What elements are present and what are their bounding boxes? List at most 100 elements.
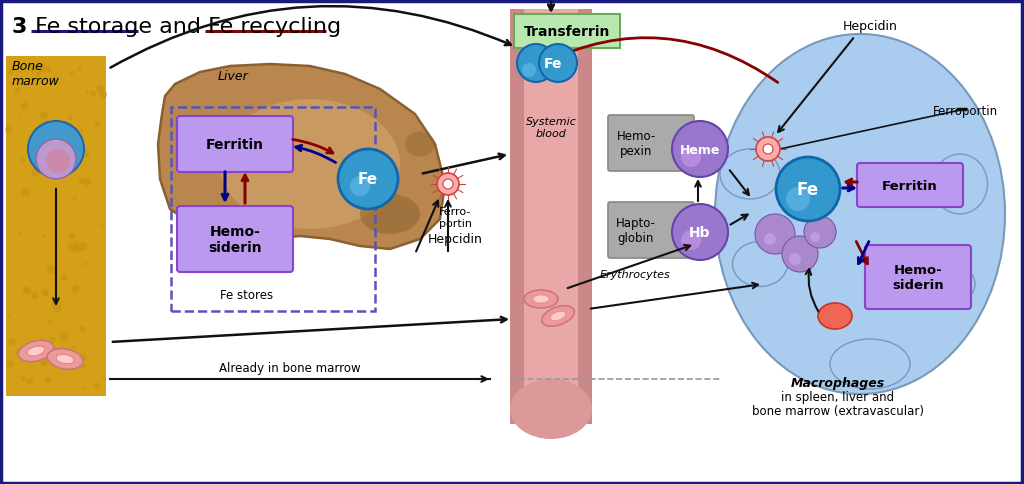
Circle shape [80, 129, 83, 132]
Text: Already in bone marrow: Already in bone marrow [219, 361, 360, 374]
Circle shape [75, 242, 79, 245]
Circle shape [672, 122, 728, 178]
Circle shape [61, 346, 65, 349]
Text: Ferritin: Ferritin [882, 179, 938, 192]
Text: Fe: Fe [797, 181, 819, 198]
Circle shape [40, 359, 48, 366]
FancyBboxPatch shape [510, 10, 592, 424]
Circle shape [437, 174, 459, 196]
Ellipse shape [550, 312, 565, 321]
FancyBboxPatch shape [6, 57, 106, 396]
Circle shape [57, 246, 59, 248]
Ellipse shape [406, 132, 435, 157]
Text: 3: 3 [12, 17, 28, 37]
Ellipse shape [720, 150, 780, 199]
Circle shape [522, 64, 536, 78]
Text: Fe stores: Fe stores [220, 288, 273, 302]
Text: Transferrin: Transferrin [524, 25, 610, 39]
Circle shape [22, 377, 27, 382]
Ellipse shape [534, 295, 549, 303]
Text: Ferritin: Ferritin [206, 138, 264, 151]
Ellipse shape [220, 100, 400, 229]
Circle shape [8, 316, 11, 318]
Circle shape [70, 358, 80, 367]
Circle shape [14, 89, 20, 94]
Text: Erythrocytes: Erythrocytes [600, 270, 671, 279]
Circle shape [517, 45, 555, 83]
Circle shape [77, 67, 82, 72]
Circle shape [35, 132, 42, 139]
Text: Liver: Liver [218, 70, 249, 83]
Circle shape [47, 319, 52, 325]
Circle shape [45, 377, 51, 383]
Circle shape [99, 225, 102, 228]
Circle shape [36, 73, 41, 77]
Circle shape [57, 354, 65, 362]
FancyBboxPatch shape [857, 164, 963, 208]
Circle shape [776, 158, 840, 222]
Circle shape [90, 91, 96, 98]
Circle shape [29, 207, 31, 210]
Circle shape [756, 138, 780, 162]
Circle shape [52, 76, 58, 83]
Circle shape [70, 72, 74, 76]
Circle shape [7, 70, 13, 76]
Circle shape [89, 315, 91, 317]
Text: Fe: Fe [358, 172, 378, 187]
Circle shape [681, 148, 701, 167]
Text: Hb: Hb [689, 226, 711, 240]
FancyBboxPatch shape [177, 207, 293, 272]
Circle shape [27, 378, 34, 385]
Circle shape [71, 285, 80, 294]
Ellipse shape [715, 35, 1005, 394]
Circle shape [443, 180, 453, 190]
Circle shape [39, 112, 48, 120]
Circle shape [96, 86, 104, 93]
Circle shape [38, 64, 47, 73]
Circle shape [32, 292, 39, 300]
Ellipse shape [510, 379, 592, 439]
Circle shape [43, 290, 49, 296]
Circle shape [62, 175, 66, 178]
Circle shape [94, 121, 100, 127]
Text: Bone
marrow: Bone marrow [12, 60, 59, 88]
Circle shape [46, 265, 56, 274]
Circle shape [810, 232, 820, 242]
Circle shape [681, 230, 701, 251]
Text: in spleen, liver and: in spleen, liver and [781, 390, 895, 403]
Circle shape [32, 78, 35, 82]
Circle shape [73, 197, 77, 201]
Circle shape [78, 178, 85, 184]
Text: bone marrow (extravascular): bone marrow (extravascular) [752, 404, 924, 417]
Text: Hemo-
pexin: Hemo- pexin [616, 130, 655, 158]
Ellipse shape [524, 290, 558, 308]
Circle shape [764, 233, 776, 245]
Circle shape [41, 289, 48, 297]
Circle shape [60, 291, 62, 293]
Ellipse shape [56, 355, 74, 364]
Circle shape [68, 357, 71, 360]
Text: Hemo-
siderin: Hemo- siderin [208, 225, 262, 255]
FancyBboxPatch shape [608, 116, 694, 172]
Circle shape [18, 233, 23, 237]
Circle shape [782, 237, 818, 272]
Circle shape [790, 254, 801, 265]
Ellipse shape [818, 303, 852, 329]
Circle shape [78, 242, 87, 252]
Text: Ferroportin: Ferroportin [933, 105, 997, 118]
Circle shape [672, 205, 728, 260]
Circle shape [30, 65, 38, 73]
Ellipse shape [933, 155, 987, 214]
Ellipse shape [542, 306, 574, 327]
Circle shape [86, 92, 89, 95]
Circle shape [42, 235, 45, 239]
Circle shape [350, 177, 370, 197]
Circle shape [51, 302, 55, 307]
Circle shape [77, 353, 86, 363]
Circle shape [83, 262, 87, 266]
Circle shape [93, 383, 100, 389]
Circle shape [49, 337, 55, 343]
Circle shape [36, 140, 76, 180]
Circle shape [80, 363, 86, 369]
Circle shape [68, 243, 77, 252]
